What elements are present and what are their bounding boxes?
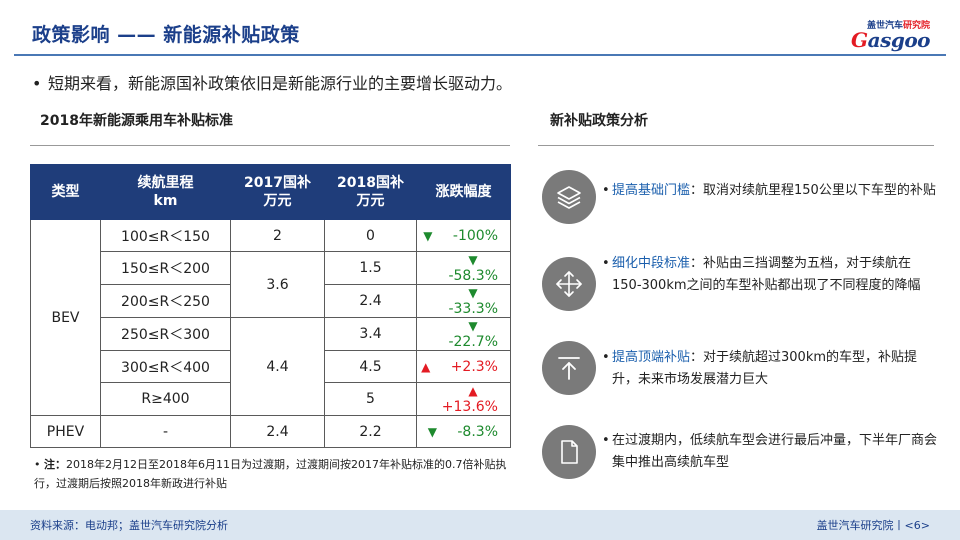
arrow-up-to-top-icon xyxy=(542,341,596,395)
footer-source: 资料来源：电动邦；盖世汽车研究院分析 xyxy=(30,519,228,532)
point-key: 提高顶端补贴 xyxy=(612,350,691,365)
table-header-row: 类型 续航里程 km 2017国补 万元 2018国补 万元 涨跌幅度 xyxy=(30,164,511,220)
logo-top-red-text: 研究院 xyxy=(902,21,930,31)
logo-top-text: 盖世汽车 xyxy=(866,21,903,31)
point-text: 在过渡期内，低续航车型会进行最后冲量，下半年厂商会集中推出高续航车型 xyxy=(612,433,938,470)
down-arrow-icon: ▼ xyxy=(427,424,437,439)
y2017-cell: 2.4 xyxy=(230,415,325,448)
range-cell: 300≤R＜400 xyxy=(100,350,231,383)
table-row: 150≤R＜200 3.6 1.5 ▼-58.3% xyxy=(31,251,511,318)
table-row: R≥400 5 ▲+13.6% xyxy=(31,382,511,416)
range-cell: 150≤R＜200 xyxy=(100,251,231,285)
note-text: 2018年2月12日至2018年6月11日为过渡期，过渡期间按2017年补贴标准… xyxy=(34,458,507,490)
header-2018: 2018国补 万元 xyxy=(324,164,417,220)
range-cell: 200≤R＜250 xyxy=(100,284,231,318)
range-cell: 250≤R＜300 xyxy=(100,317,231,351)
header-type: 类型 xyxy=(30,164,101,220)
change-cell: ▼-22.7% xyxy=(416,317,511,351)
y2017-cell: 2 xyxy=(230,219,325,252)
up-arrow-icon: ▲ xyxy=(468,384,478,398)
up-arrow-icon: ▲ xyxy=(421,359,431,374)
y2018-cell: 3.4 xyxy=(324,317,417,351)
y2018-cell: 5 xyxy=(324,382,417,416)
point-text: ：补贴由三挡调整为五档，对于续航在150-300km之间的车型补贴都出现了不同程… xyxy=(612,256,921,293)
footer-bar: 资料来源：电动邦；盖世汽车研究院分析 盖世汽车研究院丨<6> xyxy=(0,510,960,540)
left-section-heading: 2018年新能源乘用车补贴标准 xyxy=(40,113,233,129)
point-text: ：对于续航超过300km的车型，补贴提升，未来市场发展潜力巨大 xyxy=(612,350,918,387)
type-bev: BEV xyxy=(30,219,101,416)
range-cell: - xyxy=(100,415,231,448)
main-bullet-text: 短期来看，新能源国补政策依旧是新能源行业的主要增长驱动力。 xyxy=(48,74,513,93)
y2017-cell: 4.4 xyxy=(230,317,325,416)
down-arrow-icon: ▼ xyxy=(468,253,478,267)
y2018-cell: 2.4 xyxy=(324,284,417,318)
analysis-point-3: • 提高顶端补贴：对于续航超过300km的车型，补贴提升，未来市场发展潜力巨大 xyxy=(602,350,918,387)
table-row: 250≤R＜300 4.4 3.4 ▼-22.7% xyxy=(31,317,511,416)
type-phev: PHEV xyxy=(30,415,101,448)
change-cell: ▼ -8.3% xyxy=(416,415,511,448)
header-range: 续航里程 km xyxy=(100,164,231,220)
right-section-heading: 新补贴政策分析 xyxy=(550,113,648,129)
document-icon xyxy=(542,425,596,479)
down-arrow-icon: ▼ xyxy=(468,286,478,300)
left-section-divider xyxy=(30,145,510,146)
layers-icon xyxy=(542,170,596,224)
change-cell: ▼ -100% xyxy=(416,219,511,252)
header-change: 涨跌幅度 xyxy=(416,164,511,220)
footer-page-number: 盖世汽车研究院丨<6> xyxy=(816,519,930,532)
y2018-cell: 4.5 xyxy=(324,350,417,383)
point-text: ：取消对续航里程150公里以下车型的补贴 xyxy=(690,183,936,198)
gasgoo-logo: 盖世汽车研究院 Gasgoo xyxy=(830,14,930,52)
logo-rest-text: asgoo xyxy=(867,28,931,52)
table-note: • 注：2018年2月12日至2018年6月11日为过渡期，过渡期间按2017年… xyxy=(34,458,507,490)
change-cell: ▲+13.6% xyxy=(416,382,511,416)
y2018-cell: 2.2 xyxy=(324,415,417,448)
note-label: 注： xyxy=(44,458,66,471)
page-title: 政策影响 —— 新能源补贴政策 xyxy=(32,24,300,46)
subsidy-table: 类型 续航里程 km 2017国补 万元 2018国补 万元 涨跌幅度 BEV 100… xyxy=(30,164,511,448)
logo-g-letter: G xyxy=(851,28,868,52)
bullet-dot: • xyxy=(32,74,42,93)
change-cell: ▼-33.3% xyxy=(416,284,511,318)
down-arrow-icon: ▼ xyxy=(423,228,433,243)
table-row: PHEV - 2.4 2.2 ▼ -8.3% xyxy=(30,415,511,448)
down-arrow-icon: ▼ xyxy=(468,319,478,333)
table-row: BEV 100≤R＜150 2 0 ▼ -100% xyxy=(30,219,511,416)
change-cell: ▼-58.3% xyxy=(416,251,511,285)
change-cell: ▲ +2.3% xyxy=(416,350,511,383)
right-section-divider xyxy=(538,145,934,146)
point-key: 细化中段标准 xyxy=(612,256,691,271)
main-bullet: • 短期来看，新能源国补政策依旧是新能源行业的主要增长驱动力。 xyxy=(32,70,512,94)
header-2017: 2017国补 万元 xyxy=(230,164,325,220)
analysis-point-1: • 提高基础门槛：取消对续航里程150公里以下车型的补贴 xyxy=(602,183,936,198)
y2018-cell: 0 xyxy=(324,219,417,252)
point-key: 提高基础门槛 xyxy=(612,183,691,198)
analysis-point-2: • 细化中段标准：补贴由三挡调整为五档，对于续航在150-300km之间的车型补贴… xyxy=(602,256,921,293)
header-divider xyxy=(14,54,946,56)
move-arrows-icon xyxy=(542,257,596,311)
analysis-point-4: • 在过渡期内，低续航车型会进行最后冲量，下半年厂商会集中推出高续航车型 xyxy=(602,433,938,470)
y2018-cell: 1.5 xyxy=(324,251,417,285)
range-cell: R≥400 xyxy=(100,382,231,416)
range-cell: 100≤R＜150 xyxy=(100,219,231,252)
y2017-cell: 3.6 xyxy=(230,251,325,318)
table-row: 300≤R＜400 4.5 ▲ +2.3% xyxy=(31,350,511,383)
